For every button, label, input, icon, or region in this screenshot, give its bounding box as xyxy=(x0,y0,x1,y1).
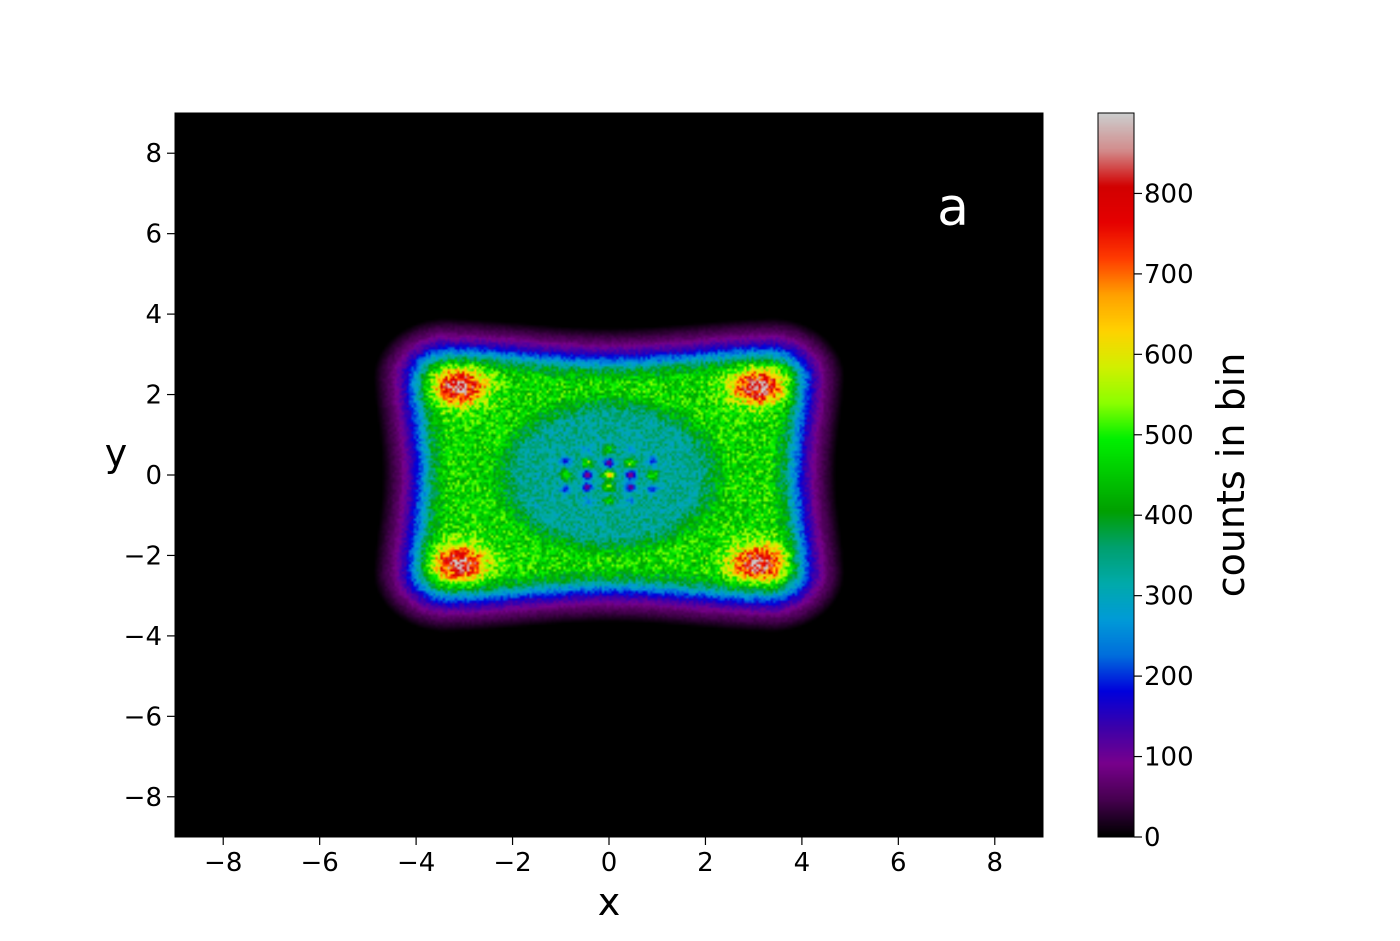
y-tick-label: −8 xyxy=(124,783,162,813)
x-tick-label: 0 xyxy=(601,848,618,878)
x-tick-label: 6 xyxy=(890,848,907,878)
y-tick-label: 0 xyxy=(145,461,162,491)
x-tick-label: 4 xyxy=(794,848,811,878)
y-tick-label: 8 xyxy=(145,139,162,169)
x-axis-label: x xyxy=(598,880,621,924)
x-axis-ticks: −8 −6 −4 −2 0 2 4 6 8 xyxy=(204,837,1003,878)
y-tick-label: −4 xyxy=(124,622,162,652)
plot-frame xyxy=(174,112,1044,838)
colorbar-ticks: 0 100 200 300 400 500 600 700 800 xyxy=(1134,179,1194,853)
x-tick-label: 8 xyxy=(987,848,1004,878)
y-tick-label: 4 xyxy=(145,300,162,330)
y-axis-ticks: −8 −6 −4 −2 0 2 4 6 8 xyxy=(124,139,175,813)
y-tick-label: −6 xyxy=(124,702,162,732)
x-tick-label: −8 xyxy=(204,848,242,878)
colorbar-tick-label: 100 xyxy=(1144,743,1194,773)
y-tick-label: −2 xyxy=(124,541,162,571)
x-tick-label: 2 xyxy=(697,848,714,878)
panel-label: a xyxy=(937,178,969,238)
colorbar-tick-label: 700 xyxy=(1144,260,1194,290)
colorbar-tick-label: 200 xyxy=(1144,662,1194,692)
colorbar-tick-label: 300 xyxy=(1144,582,1194,612)
colorbar-tick-label: 400 xyxy=(1144,501,1194,531)
x-tick-label: −4 xyxy=(397,848,435,878)
colorbar-tick-label: 500 xyxy=(1144,421,1194,451)
y-tick-label: 6 xyxy=(145,220,162,250)
heatmap-image xyxy=(175,113,1043,837)
colorbar-tick-label: 600 xyxy=(1144,340,1194,370)
colorbar-tick-label: 0 xyxy=(1144,823,1161,853)
colorbar-gradient xyxy=(1098,113,1134,837)
colorbar-label: counts in bin xyxy=(1209,353,1253,598)
y-tick-label: 2 xyxy=(145,381,162,411)
x-tick-label: −6 xyxy=(301,848,339,878)
y-axis-label: y xyxy=(105,431,128,475)
x-tick-label: −2 xyxy=(493,848,531,878)
colorbar-tick-label: 800 xyxy=(1144,179,1194,209)
colorbar-frame xyxy=(1097,112,1135,838)
